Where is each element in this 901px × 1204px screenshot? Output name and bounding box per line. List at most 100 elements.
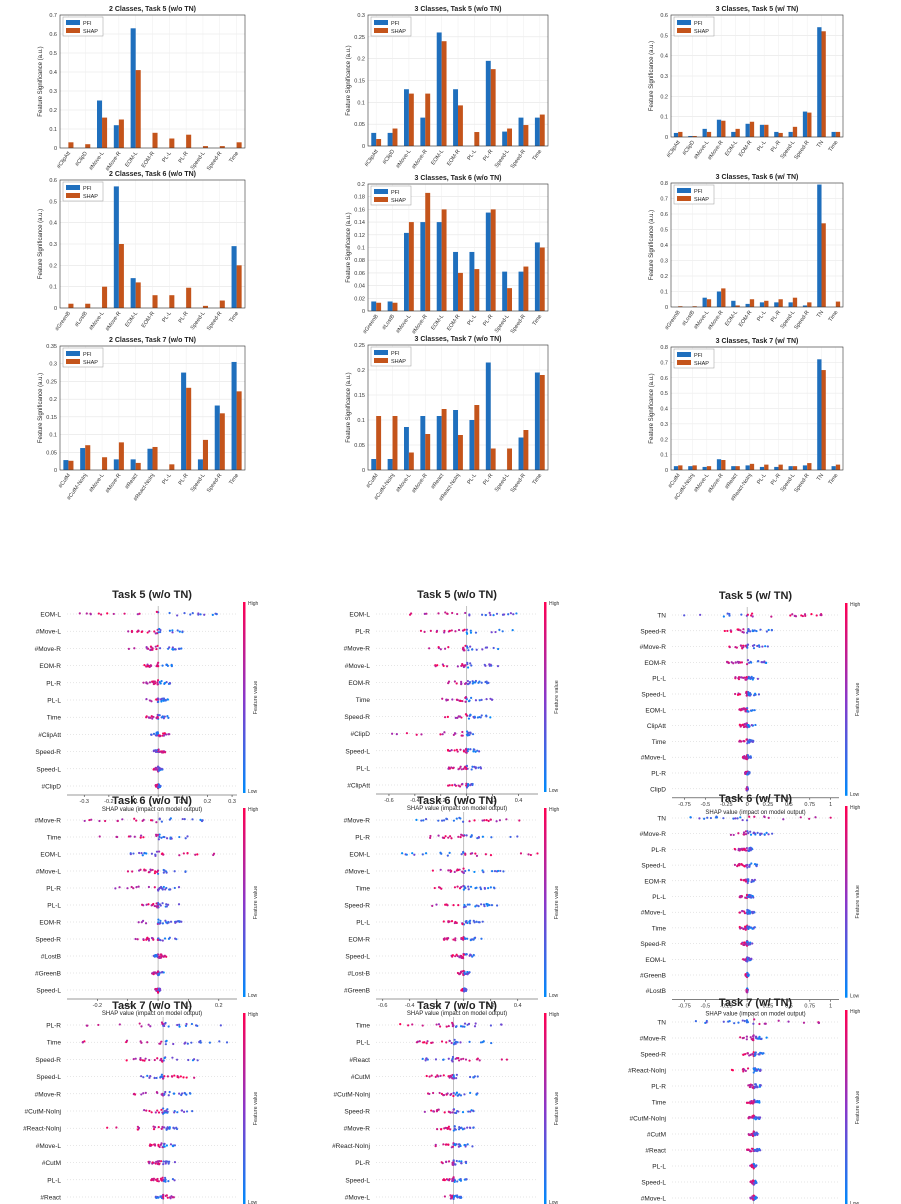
shap-point [140,1075,143,1078]
shap-point [758,1148,761,1152]
x-tick-label: #Move-R [105,473,123,495]
feature-label: #Move-R [344,646,371,653]
bar-pfi [231,361,237,470]
shap-point [765,1036,768,1039]
shap-point [449,1074,452,1077]
shap-point [441,697,444,700]
shap-point [421,1024,424,1027]
legend-swatch-pfi [677,188,691,193]
shap-point [164,1090,167,1094]
shap-point [446,612,449,615]
legend-label-pfi: PFI [391,190,400,196]
shap-point [748,865,751,868]
shap-point [465,766,468,770]
bar-pfi [817,359,822,470]
shap-point [765,630,768,633]
x-tick-label: #ClipAtt [56,150,72,170]
shap-point [466,666,470,669]
bar-pfi [745,123,750,137]
shap-point [453,1038,456,1041]
bar-chart-8: 00.050.10.150.20.25#CutM#CutM-NoInj #Move… [346,336,549,502]
shap-point [468,903,471,906]
feature-label: EOM-L [349,612,370,619]
y-tick-label: 0 [54,306,57,312]
shap-point [475,920,478,923]
shap-point [726,612,729,615]
bar-pfi [716,459,722,470]
shap-point [156,628,159,631]
shap-point [456,1041,459,1044]
shap-point [463,1127,466,1130]
x-tick-label: Speed-L [190,473,207,493]
shap-point [742,831,746,834]
colorbar-label: Feature value [855,1091,861,1125]
shap-point [419,629,423,632]
shap-point [171,1145,175,1148]
shap-point [458,715,461,718]
shap-point [748,815,751,818]
colorbar-label: Feature value [554,886,560,920]
shap-point [460,989,463,992]
shap-point [426,1040,429,1043]
shap-point [472,1076,475,1079]
chart-title: 2 Classes, Task 7 (w/o TN) [109,337,196,344]
bar-shap [490,69,496,146]
shap-point [767,816,770,819]
shap-point [741,1019,744,1022]
y-tick-label: 0.8 [660,345,668,351]
shap-point [764,1022,767,1025]
shap-point [763,660,766,663]
y-tick-label: 0.35 [46,344,57,350]
shap-point [473,937,476,940]
shap-point [479,886,482,889]
bar-shap [474,269,480,311]
shap-point [159,939,162,942]
shap-point [714,816,718,819]
shap-point [446,1178,450,1181]
shap-point [464,1160,468,1163]
shap-point [172,1126,175,1129]
shap-point [160,1127,163,1130]
colorbar-gradient [845,1010,848,1204]
shap-point [395,733,398,736]
bar-chart-6: 00.10.20.30.40.50.60.70.8#GreenB #LostB#M… [649,174,844,331]
shap-point [160,1073,164,1076]
shap-point [183,1042,186,1045]
feature-label: #Move-L [641,755,667,762]
shap-point [114,887,117,890]
shap-point [171,1177,175,1181]
feature-label: #GreenB [35,971,61,978]
bar-pfi [673,132,679,137]
bar-shap [118,244,124,308]
shap-point [156,683,160,686]
shap-point [462,953,465,956]
bar-shap [441,41,447,147]
shap-point [97,612,100,615]
feature-label: PL-L [47,1177,61,1184]
shap-point [176,629,179,632]
shap-point [481,835,485,838]
feature-label: #Lost-B [348,971,370,978]
shap-point [144,1057,147,1060]
shap-point [438,1091,441,1095]
shap-point [143,1109,146,1112]
shap-point [167,1025,170,1028]
shap-point [739,1036,742,1039]
shap-point [153,886,156,889]
shap-point [134,937,137,941]
shap-point [166,698,169,701]
shap-point [163,715,166,718]
shap-point [742,1053,745,1056]
legend-label-pfi: PFI [694,189,703,195]
shap-point [485,698,488,701]
shap-point [460,970,463,973]
y-tick-label: 0.25 [354,343,365,349]
shap-point [166,1108,169,1111]
shap-point [158,817,161,820]
shap-point [448,749,451,753]
shap-point [752,1179,755,1183]
shap-point [449,869,452,872]
shap-point [442,1074,445,1077]
feature-label: Speed-L [345,1177,370,1184]
